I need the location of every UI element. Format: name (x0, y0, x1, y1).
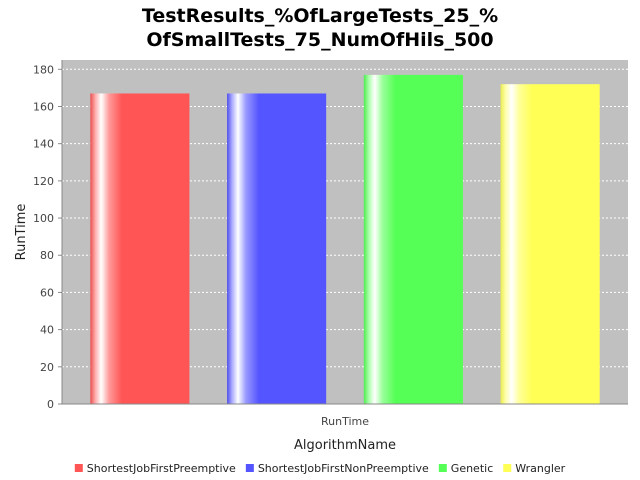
legend-label-1: ShortestJobFirstNonPreemptive (258, 462, 429, 475)
y-axis-title: RunTime (14, 204, 29, 261)
x-axis-title: AlgorithmName (294, 438, 396, 453)
legend-swatch-2 (438, 464, 447, 472)
legend-label-0: ShortestJobFirstPreemptive (87, 462, 236, 475)
y-tick-label-7: 140 (33, 138, 54, 151)
y-tick-label-3: 60 (40, 286, 54, 299)
chart-title-line-1: TestResults_%OfLargeTests_25_% (142, 5, 498, 27)
chart-title-line-2: OfSmallTests_75_NumOfHils_500 (146, 29, 493, 51)
legend-swatch-1 (245, 464, 254, 472)
legend-swatch-3 (503, 464, 512, 472)
y-tick-label-2: 40 (40, 324, 54, 337)
y-tick-label-4: 80 (40, 249, 54, 262)
bar-3 (500, 84, 600, 404)
y-tick-label-1: 20 (40, 361, 54, 374)
bar-2 (363, 74, 463, 405)
y-tick-label-0: 0 (47, 398, 54, 411)
bar-1 (227, 93, 327, 404)
legend-label-3: Wrangler (515, 462, 565, 475)
legend: ShortestJobFirstPreemptive ShortestJobFir… (74, 462, 566, 475)
y-tick-label-5: 100 (33, 212, 54, 225)
legend-label-2: Genetic (451, 462, 493, 475)
legend-swatch-0 (74, 464, 83, 472)
y-tick-label-6: 120 (33, 175, 54, 188)
bar-0 (90, 93, 190, 404)
y-tick-label-8: 160 (33, 100, 54, 113)
y-ticks: 0 20 40 60 80 100 120 140 160 180 (33, 63, 62, 411)
y-tick-label-9: 180 (33, 63, 54, 76)
x-category-label: RunTime (321, 415, 369, 428)
bars (90, 74, 600, 405)
